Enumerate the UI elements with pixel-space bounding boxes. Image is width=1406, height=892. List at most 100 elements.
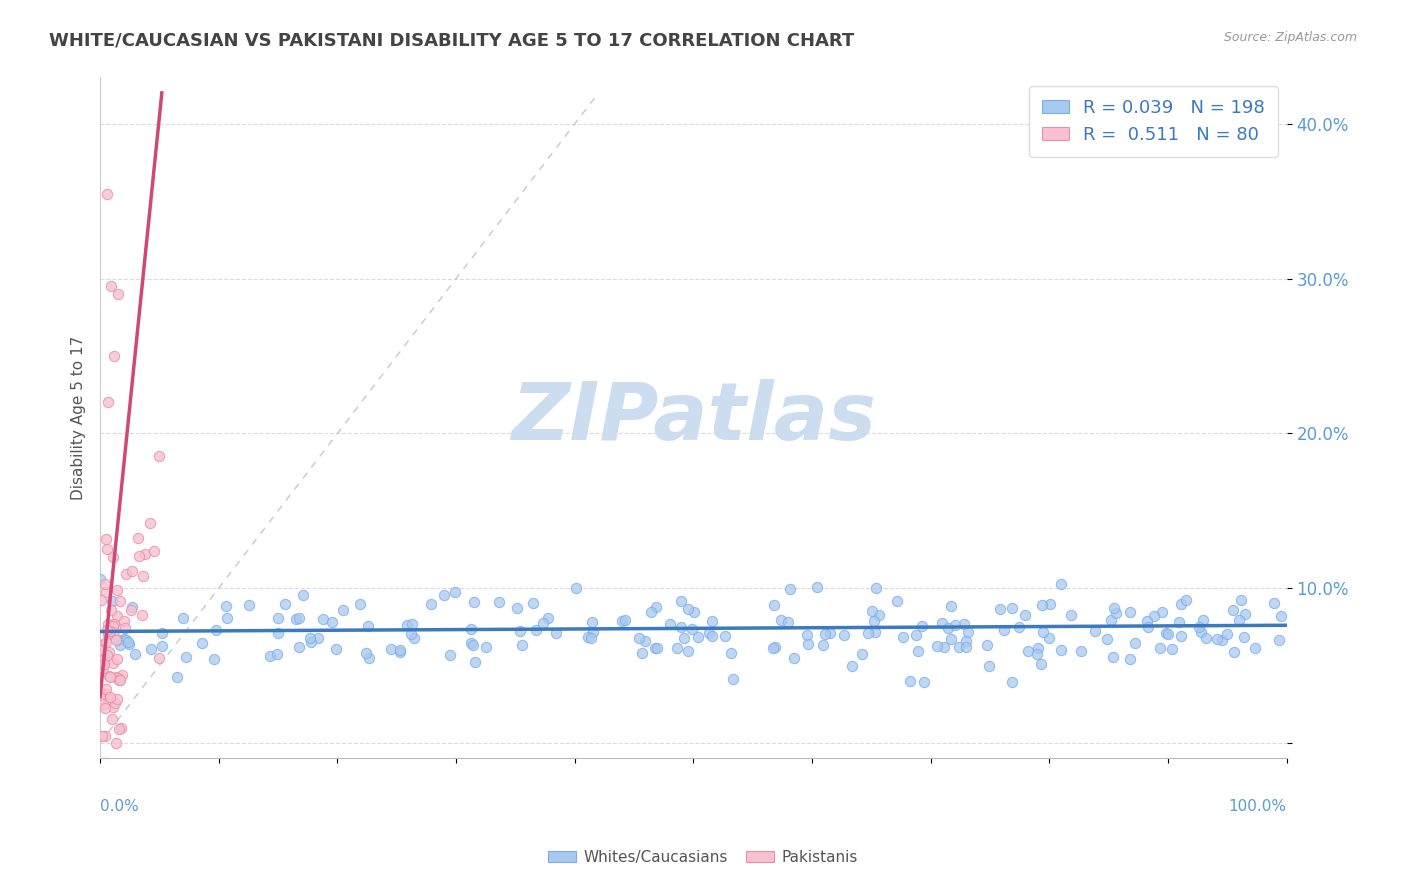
Point xyxy=(107,287,129,301)
Point xyxy=(114,632,136,646)
Point xyxy=(1070,644,1092,658)
Point xyxy=(1229,592,1251,607)
Point xyxy=(307,631,329,645)
Point xyxy=(118,637,141,651)
Point xyxy=(89,642,111,657)
Point xyxy=(531,615,554,630)
Point xyxy=(217,611,239,625)
Point xyxy=(105,652,128,666)
Point xyxy=(104,670,127,684)
Point xyxy=(1154,625,1177,640)
Point xyxy=(98,690,121,704)
Point xyxy=(121,599,143,614)
Point xyxy=(860,604,883,618)
Point xyxy=(676,644,699,658)
Point xyxy=(402,631,425,645)
Point xyxy=(266,611,288,625)
Point xyxy=(104,736,127,750)
Point xyxy=(150,626,173,640)
Point xyxy=(863,615,886,629)
Point xyxy=(697,626,720,640)
Point xyxy=(103,699,125,714)
Point xyxy=(610,615,633,629)
Point xyxy=(1233,607,1256,622)
Point xyxy=(659,617,682,632)
Point xyxy=(851,647,873,661)
Point xyxy=(865,581,887,595)
Point xyxy=(291,588,314,602)
Point xyxy=(215,599,238,614)
Point xyxy=(325,642,347,657)
Point xyxy=(91,729,114,743)
Point xyxy=(1152,605,1174,619)
Point xyxy=(107,632,129,647)
Point xyxy=(96,623,118,637)
Point xyxy=(238,599,260,613)
Point xyxy=(464,655,486,669)
Point xyxy=(1189,624,1212,639)
Point xyxy=(613,613,636,627)
Y-axis label: Disability Age 5 to 17: Disability Age 5 to 17 xyxy=(72,335,86,500)
Point xyxy=(763,640,786,654)
Point xyxy=(96,681,118,696)
Point xyxy=(287,611,309,625)
Point xyxy=(936,621,959,635)
Text: 0.0%: 0.0% xyxy=(100,799,139,814)
Point xyxy=(94,533,117,547)
Point xyxy=(98,759,121,773)
Point xyxy=(266,647,288,661)
Point xyxy=(90,593,112,607)
Point xyxy=(941,632,963,646)
Point xyxy=(98,624,121,638)
Point xyxy=(868,607,890,622)
Point xyxy=(1028,640,1050,655)
Point xyxy=(1170,629,1192,643)
Point xyxy=(1137,620,1160,634)
Point xyxy=(1017,644,1039,658)
Point xyxy=(1157,627,1180,641)
Point xyxy=(100,603,122,617)
Point xyxy=(475,640,498,655)
Point xyxy=(110,721,132,735)
Legend: Whites/Caucasians, Pakistanis: Whites/Caucasians, Pakistanis xyxy=(543,844,863,871)
Point xyxy=(202,652,225,666)
Point xyxy=(627,631,650,645)
Point xyxy=(312,611,335,625)
Point xyxy=(127,531,149,545)
Point xyxy=(702,614,724,628)
Point xyxy=(299,635,322,649)
Point xyxy=(90,797,112,812)
Point xyxy=(669,593,692,607)
Point xyxy=(172,610,194,624)
Point xyxy=(720,646,742,660)
Point xyxy=(97,691,120,706)
Point xyxy=(103,549,125,564)
Point xyxy=(111,667,134,681)
Point xyxy=(288,640,311,655)
Point xyxy=(1119,652,1142,666)
Point xyxy=(1263,595,1285,609)
Point xyxy=(103,624,125,638)
Point xyxy=(174,650,197,665)
Point xyxy=(103,762,125,776)
Point xyxy=(1222,603,1244,617)
Point xyxy=(94,687,117,701)
Point xyxy=(1211,633,1233,648)
Point xyxy=(1170,597,1192,611)
Point xyxy=(841,659,863,673)
Point xyxy=(91,697,114,711)
Point xyxy=(1192,613,1215,627)
Point xyxy=(634,634,657,648)
Point xyxy=(644,641,666,656)
Point xyxy=(115,632,138,647)
Point xyxy=(1243,641,1265,656)
Point xyxy=(762,640,785,655)
Point xyxy=(645,641,668,656)
Point xyxy=(100,279,122,293)
Point xyxy=(98,626,121,640)
Point xyxy=(672,631,695,645)
Point xyxy=(818,626,841,640)
Point xyxy=(460,636,482,650)
Point xyxy=(1161,641,1184,656)
Point xyxy=(665,640,688,655)
